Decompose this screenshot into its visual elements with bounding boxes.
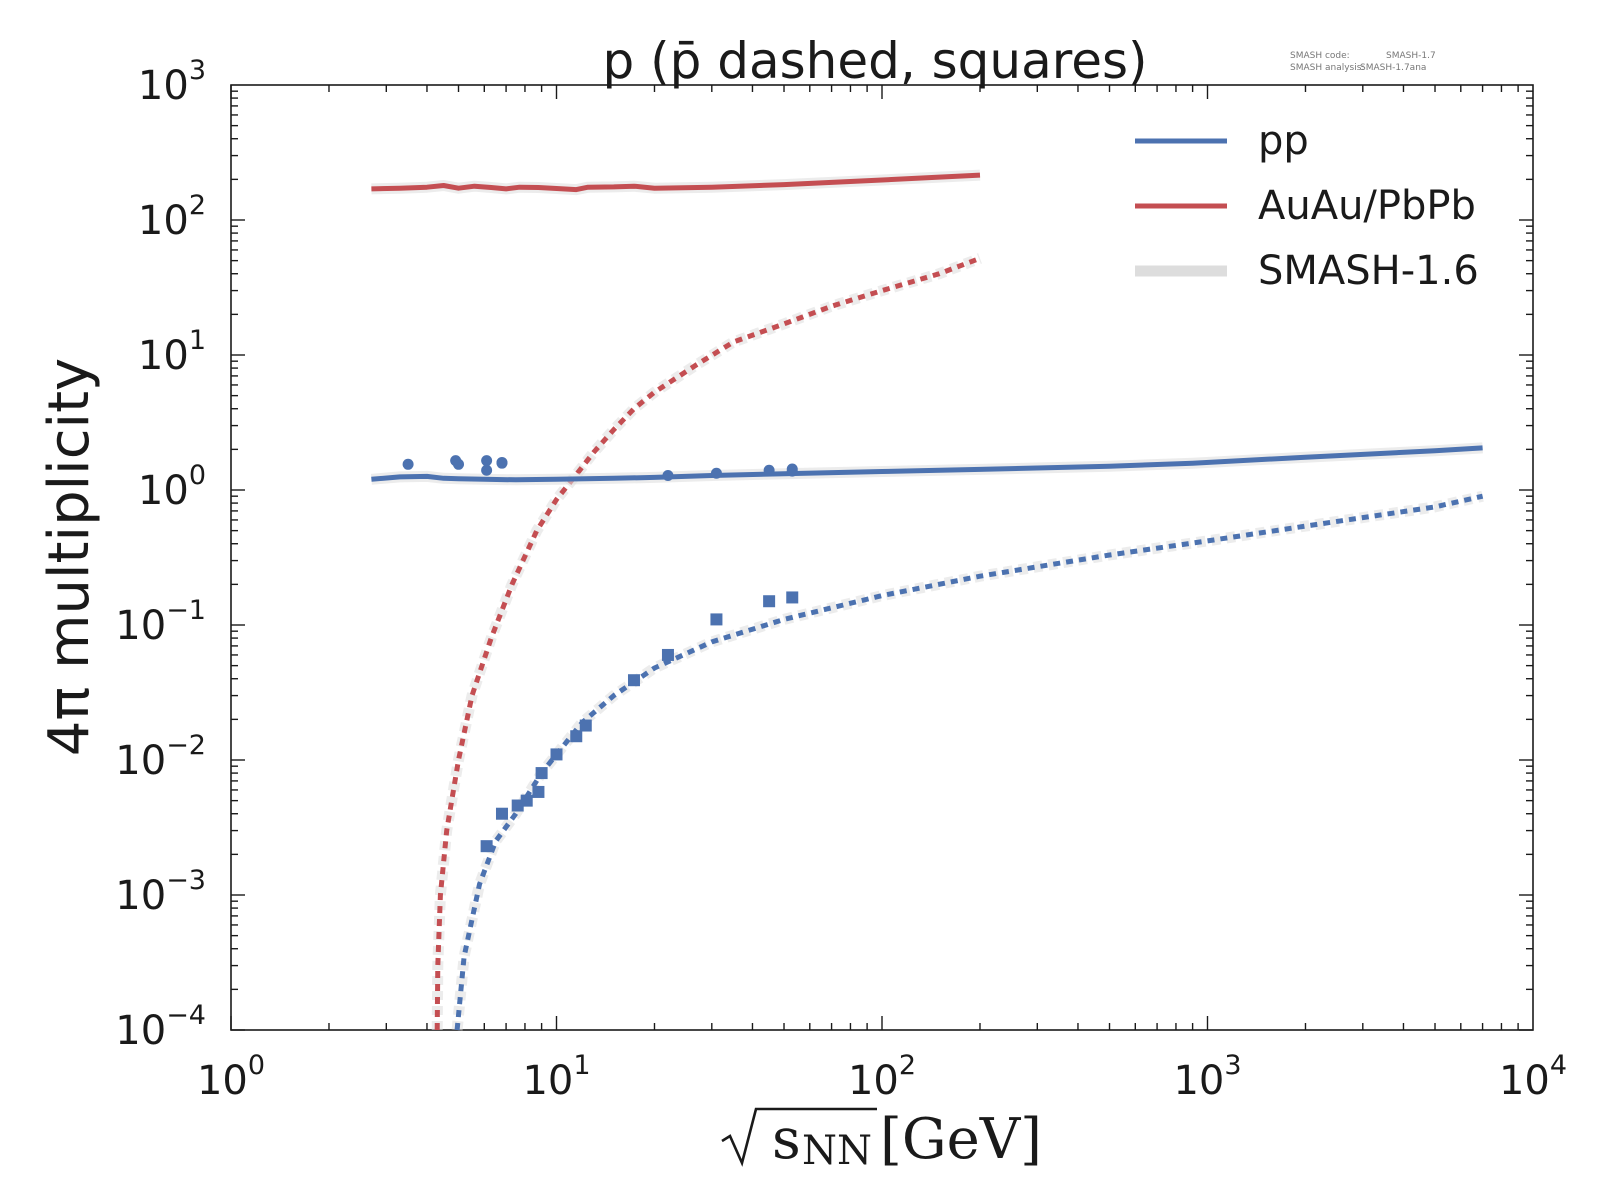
chart-title: p (p̄ dashed, squares)	[602, 32, 1147, 90]
x-axis-label-main: s	[772, 1107, 801, 1172]
legend: pp AuAu/PbPb SMASH-1.6	[1135, 118, 1479, 294]
version-line2-label: SMASH analysis:	[1290, 63, 1364, 73]
x-tick-label: 104	[1499, 1050, 1567, 1104]
smash-band-1	[431, 253, 982, 1031]
smash-band-2	[370, 442, 1483, 486]
sqrt-symbol	[721, 1107, 877, 1167]
data-point-square	[550, 748, 563, 761]
version-line2-value: SMASH-1.7ana	[1360, 63, 1426, 73]
x-tick-label: 103	[1173, 1050, 1241, 1104]
version-info: SMASH code: SMASH-1.7 SMASH analysis: SM…	[1290, 51, 1436, 73]
y-tick-label: 10−3	[115, 865, 206, 919]
data-point-circle	[453, 458, 465, 470]
data-point-square	[627, 674, 640, 687]
data-point-square	[520, 794, 533, 807]
x-tick-label: 101	[522, 1050, 590, 1104]
legend-label-smash: SMASH-1.6	[1258, 248, 1479, 294]
legend-label-auau: AuAu/PbPb	[1258, 183, 1476, 229]
legend-entry-smash: SMASH-1.6	[1135, 248, 1479, 294]
x-tick-label: 102	[848, 1050, 916, 1104]
series-line-2	[371, 445, 1483, 483]
y-tick-labels: 10−4 10−3 10−2 10−1 100 101 102 103	[115, 55, 206, 1054]
y-tick-label: 10−2	[115, 730, 206, 784]
data-point-square	[480, 840, 493, 853]
version-line1-label: SMASH code:	[1290, 51, 1350, 61]
legend-entry-auau: AuAu/PbPb	[1135, 183, 1476, 229]
data-point-square	[495, 807, 508, 820]
data-point-circle	[402, 458, 414, 470]
y-tick-label: 103	[138, 55, 206, 109]
series-line-3	[454, 493, 1484, 1031]
x-axis-label-unit: [GeV]	[880, 1107, 1042, 1172]
series-line-1	[434, 255, 981, 1031]
legend-entry-pp: pp	[1135, 118, 1309, 164]
data-point-circle	[481, 464, 493, 476]
data-point-square	[532, 785, 545, 798]
series-line-0	[371, 172, 981, 193]
data-point-circle	[496, 457, 508, 469]
data-point-square	[710, 613, 723, 626]
y-tick-label: 102	[138, 190, 206, 244]
y-tick-label: 100	[138, 460, 206, 514]
x-tick-label: 100	[197, 1050, 265, 1104]
y-tick-label: 10−1	[115, 595, 206, 649]
version-line1-value: SMASH-1.7	[1386, 51, 1436, 61]
data-point-square	[763, 595, 776, 608]
axis-ticks	[230, 85, 1533, 1031]
data-point-square	[786, 591, 799, 604]
data-point-square	[535, 767, 548, 780]
data-point-circle	[710, 467, 722, 479]
y-tick-label: 101	[138, 325, 206, 379]
data-point-square	[570, 730, 583, 743]
x-axis-label-sub: NN	[802, 1128, 872, 1174]
y-axis-label: 4π multiplicity	[37, 358, 102, 756]
data-point-circle	[662, 470, 674, 482]
data-point-square	[511, 799, 524, 812]
series-layer	[370, 169, 1484, 1031]
data-point-square	[579, 719, 592, 732]
data-point-circle	[786, 465, 798, 477]
data-point-square	[661, 648, 674, 661]
legend-label-pp: pp	[1258, 118, 1309, 164]
x-tick-labels: 100 101 102 103 104	[197, 1050, 1567, 1104]
data-point-circle	[481, 455, 493, 467]
x-axis-label: s NN [GeV]	[721, 1107, 1042, 1174]
y-tick-label: 10−4	[115, 1000, 206, 1054]
data-point-circle	[763, 464, 775, 476]
